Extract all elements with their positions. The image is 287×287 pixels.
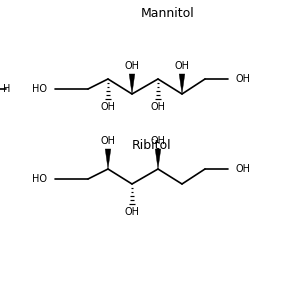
- Polygon shape: [155, 149, 161, 169]
- Text: OH: OH: [174, 61, 189, 71]
- Text: OH: OH: [100, 136, 115, 146]
- Text: OH: OH: [125, 207, 139, 217]
- Text: OH: OH: [150, 136, 166, 146]
- Text: HO: HO: [32, 174, 47, 184]
- Text: OH: OH: [236, 164, 251, 174]
- Text: HO: HO: [32, 84, 47, 94]
- Text: OH: OH: [125, 61, 139, 71]
- Polygon shape: [129, 74, 135, 94]
- Text: OH: OH: [236, 74, 251, 84]
- Text: Mannitol: Mannitol: [141, 7, 195, 20]
- Polygon shape: [105, 149, 111, 169]
- Polygon shape: [179, 74, 185, 94]
- Text: Ribitol: Ribitol: [132, 139, 172, 152]
- Text: OH: OH: [100, 102, 115, 112]
- Text: OH: OH: [150, 102, 166, 112]
- Text: H: H: [3, 84, 10, 94]
